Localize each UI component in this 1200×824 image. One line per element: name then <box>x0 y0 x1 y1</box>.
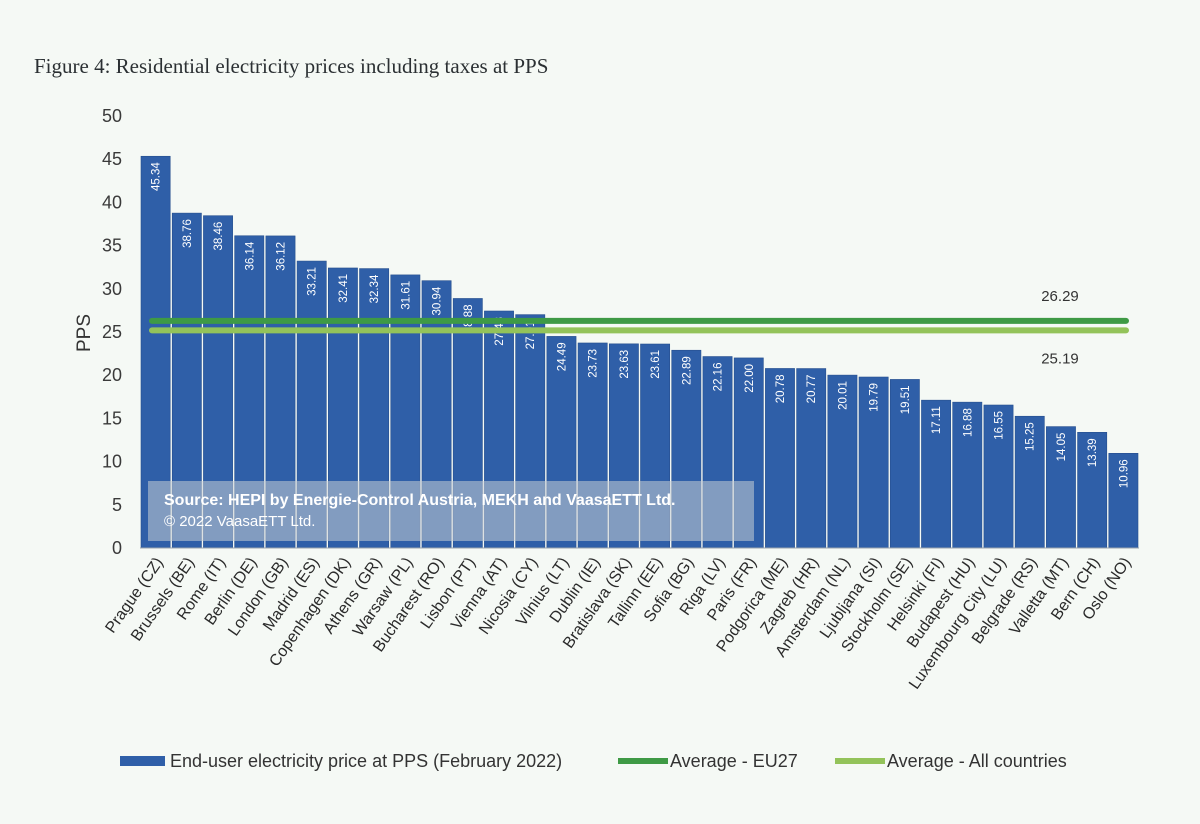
bar-value-label: 45.34 <box>151 162 163 191</box>
y-tick-label: 15 <box>102 408 122 428</box>
y-tick-label: 10 <box>102 452 122 472</box>
bar-value-label: 19.51 <box>900 385 912 414</box>
legend-label: End-user electricity price at PPS (Febru… <box>170 751 562 771</box>
bar-value-label: 23.63 <box>619 350 631 379</box>
bar <box>1077 432 1108 549</box>
bar-value-label: 15.25 <box>1025 422 1037 451</box>
bar-value-label: 13.39 <box>1087 438 1099 467</box>
bar-value-label: 20.01 <box>837 381 849 410</box>
y-tick-label: 20 <box>102 365 122 385</box>
bar-value-label: 20.78 <box>775 374 787 403</box>
bar-value-label: 32.34 <box>369 274 381 303</box>
bar <box>765 368 795 549</box>
bar-value-label: 17.11 <box>931 406 943 434</box>
bar-value-label: 22.16 <box>713 363 725 392</box>
bar-value-label: 19.79 <box>869 383 881 412</box>
y-tick-label: 40 <box>102 192 122 212</box>
bar-value-label: 33.21 <box>307 267 319 296</box>
y-tick-label: 45 <box>102 149 122 169</box>
source-line-2: © 2022 VaasaETT Ltd. <box>164 513 315 530</box>
bar-value-label: 38.76 <box>182 219 194 248</box>
y-axis-label: PPS <box>74 314 95 352</box>
bar <box>1046 426 1076 549</box>
source-box-background <box>148 481 754 541</box>
bar-value-label: 27.01 <box>525 321 537 350</box>
bar <box>858 376 889 549</box>
bar-value-label: 22.89 <box>681 356 693 385</box>
average-value-label: 26.29 <box>1041 288 1079 305</box>
legend-label: Average - EU27 <box>670 751 798 771</box>
y-axis: 0 5 10 15 20 25 30 35 40 45 50 <box>102 106 122 558</box>
bar <box>796 368 827 549</box>
bar-value-label: 14.05 <box>1056 433 1068 462</box>
bar-value-label: 30.94 <box>432 286 444 315</box>
bar <box>1014 415 1045 549</box>
bar-value-label: 36.12 <box>275 242 287 271</box>
bar-value-label: 31.61 <box>400 281 412 310</box>
bar-value-label: 16.88 <box>962 408 974 437</box>
bar-value-label: 16.55 <box>994 411 1006 440</box>
bar-value-label: 22.00 <box>744 364 756 393</box>
bar-value-label: 38.46 <box>213 222 225 251</box>
bar <box>827 374 858 549</box>
bar <box>921 399 951 549</box>
average-lines: 26.29 25.19 <box>149 288 1129 367</box>
legend-label: Average - All countries <box>887 751 1067 771</box>
category-labels: Prague (CZ)Brussels (BE)Rome (IT)Berlin … <box>102 555 1134 693</box>
bar <box>1108 453 1139 549</box>
source-box: Source: HEPI by Energie-Control Austria,… <box>148 481 754 541</box>
y-tick-label: 30 <box>102 279 122 299</box>
average-value-label: 25.19 <box>1041 350 1079 367</box>
bar-value-label: 10.96 <box>1118 459 1130 488</box>
y-tick-label: 5 <box>112 495 122 515</box>
bar-value-label: 23.61 <box>650 350 662 379</box>
bar-value-label: 36.14 <box>244 241 256 270</box>
y-tick-label: 35 <box>102 236 122 256</box>
legend-swatch-bar <box>120 756 165 766</box>
source-line-1: Source: HEPI by Energie-Control Austria,… <box>164 492 676 509</box>
bar <box>889 379 920 549</box>
bar-value-label: 24.49 <box>556 342 568 371</box>
bar-value-label: 32.41 <box>338 274 350 303</box>
y-tick-label: 25 <box>102 322 122 342</box>
y-tick-label: 0 <box>112 538 122 558</box>
figure-title: Figure 4: Residential electricity prices… <box>34 54 549 78</box>
y-tick-label: 50 <box>102 106 122 126</box>
bar-value-label: 20.77 <box>806 375 818 404</box>
bar-value-label: 23.73 <box>588 349 600 378</box>
legend: End-user electricity price at PPS (Febru… <box>120 751 1067 771</box>
